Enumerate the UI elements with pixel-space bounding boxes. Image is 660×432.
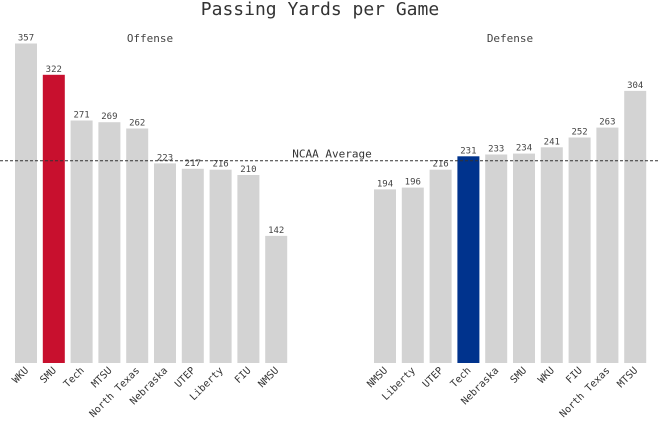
defense-bar-nebraska [485, 154, 508, 363]
offense-bar-fiu [237, 175, 260, 363]
defense-tick-label-tech: Tech [449, 365, 474, 390]
offense-value-label-wku: 357 [18, 34, 34, 44]
offense-value-label-nebraska: 223 [157, 153, 173, 163]
defense-bar-fiu [568, 137, 591, 363]
bars-layer: 357 WKU 322 SMU 271 Tech 269 MTSU 262 North Texas… [11, 34, 647, 420]
offense-bar-nmsu [265, 235, 288, 363]
defense-value-label-tech: 231 [460, 146, 476, 156]
defense-tick-label-nmsu: NMSU [365, 365, 390, 390]
offense-bar-tech [70, 120, 93, 363]
offense-value-label-nmsu: 142 [268, 226, 284, 236]
chart-title: Passing Yards per Game [201, 0, 439, 20]
offense-bar-north-texas [126, 128, 149, 363]
offense-bar-liberty [209, 169, 232, 363]
defense-value-label-fiu: 252 [571, 128, 587, 138]
offense-value-label-mtsu: 269 [101, 112, 117, 122]
defense-bar-tech [457, 156, 480, 363]
ncaa-average-label: NCAA Average [292, 148, 371, 161]
defense-value-label-nebraska: 233 [488, 145, 504, 155]
offense-bar-utep [181, 168, 204, 363]
defense-value-label-wku: 241 [544, 137, 560, 147]
defense-bar-liberty [401, 187, 424, 363]
defense-bar-smu [513, 153, 535, 363]
offense-tick-label-mtsu: MTSU [90, 365, 115, 390]
offense-tick-label-wku: WKU [11, 365, 32, 386]
offense-tick-label-nmsu: NMSU [257, 365, 282, 390]
offense-tick-label-tech: Tech [62, 365, 87, 390]
defense-tick-label-wku: WKU [536, 365, 557, 386]
offense-value-label-smu: 322 [46, 65, 62, 75]
defense-bar-utep [429, 169, 452, 363]
defense-tick-label-fiu: FIU [564, 365, 585, 386]
offense-tick-label-fiu: FIU [233, 365, 254, 386]
offense-value-label-tech: 271 [73, 111, 89, 121]
defense-tick-label-mtsu: MTSU [616, 365, 641, 390]
offense-value-label-utep: 217 [185, 159, 201, 169]
offense-panel-title: Offense [127, 32, 173, 45]
defense-value-label-north-texas: 263 [599, 118, 615, 128]
offense-value-label-fiu: 210 [240, 165, 256, 175]
defense-value-label-liberty: 196 [405, 178, 421, 188]
defense-tick-label-north-texas: North Texas [558, 365, 613, 420]
offense-tick-label-utep: UTEP [173, 365, 198, 390]
defense-value-label-nmsu: 194 [377, 179, 393, 189]
defense-bar-nmsu [374, 189, 396, 363]
defense-bar-mtsu [624, 90, 647, 364]
defense-value-label-utep: 216 [432, 160, 448, 170]
offense-bar-nebraska [154, 163, 176, 363]
offense-bar-wku [15, 43, 37, 363]
offense-bar-mtsu [98, 122, 121, 363]
offense-value-label-liberty: 216 [212, 160, 228, 170]
defense-tick-label-utep: UTEP [421, 365, 446, 390]
defense-panel-title: Defense [487, 32, 533, 45]
defense-value-label-smu: 234 [516, 144, 532, 154]
defense-bar-north-texas [596, 127, 619, 363]
offense-value-label-north-texas: 262 [129, 119, 145, 129]
offense-tick-label-smu: SMU [38, 365, 59, 386]
defense-value-label-mtsu: 304 [627, 81, 643, 91]
offense-bar-smu [42, 74, 65, 364]
defense-bar-wku [540, 147, 563, 363]
defense-tick-label-smu: SMU [509, 365, 530, 386]
